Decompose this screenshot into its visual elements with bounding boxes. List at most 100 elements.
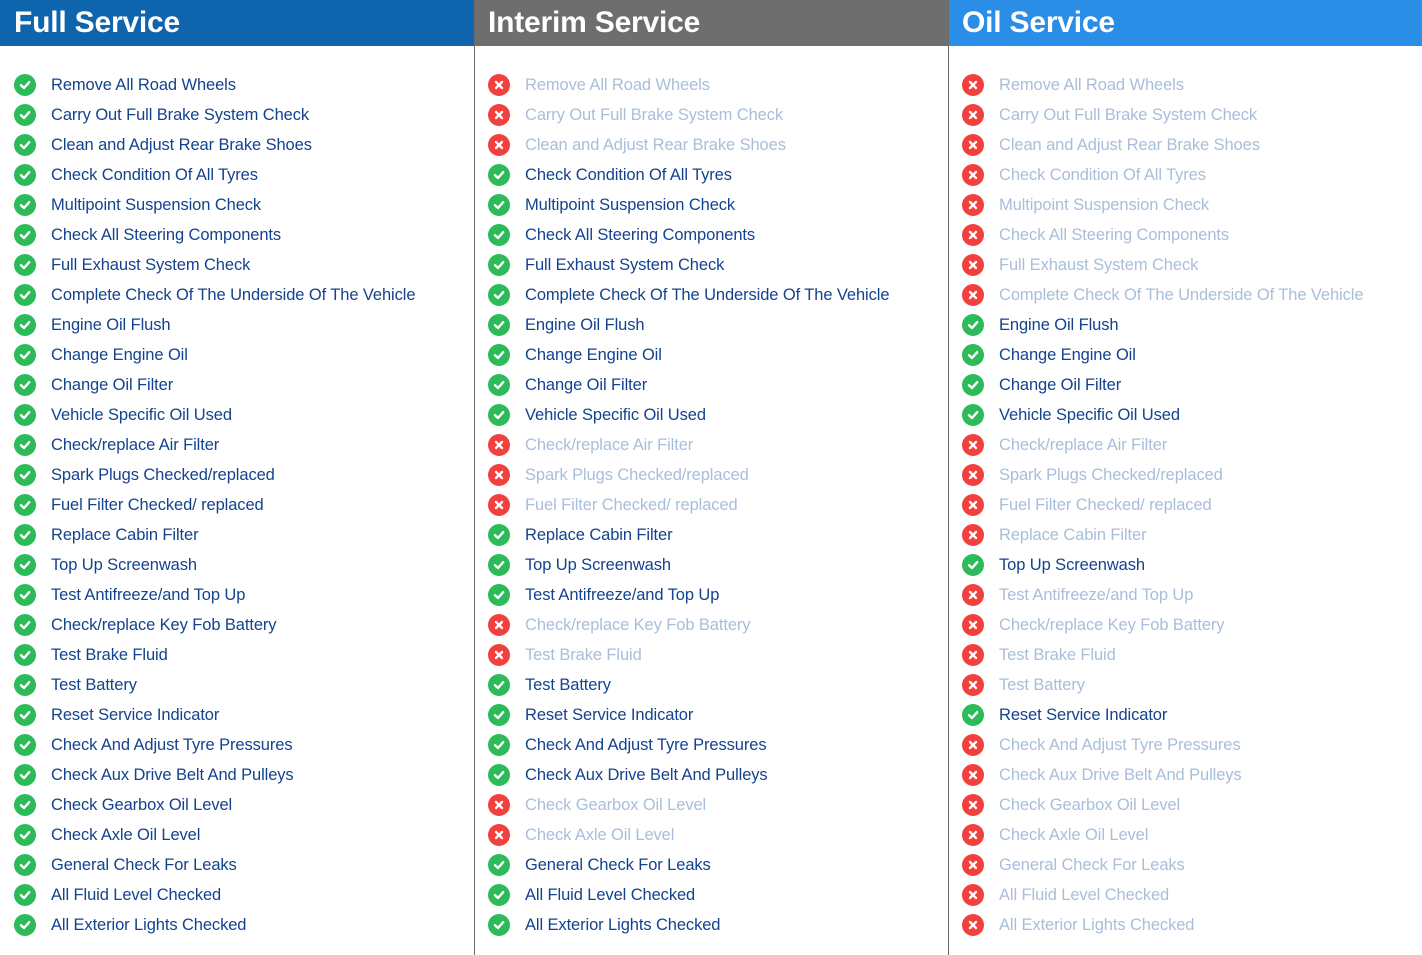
service-item-label: Clean and Adjust Rear Brake Shoes (51, 135, 312, 154)
service-item-label: Carry Out Full Brake System Check (999, 105, 1258, 124)
service-item: Check/replace Air Filter (949, 430, 1422, 460)
service-item-label: Check And Adjust Tyre Pressures (999, 735, 1241, 754)
x-circle-icon (962, 464, 984, 486)
service-item: Top Up Screenwash (949, 550, 1422, 580)
service-item: Check And Adjust Tyre Pressures (949, 730, 1422, 760)
check-circle-icon (14, 494, 36, 516)
service-item: Multipoint Suspension Check (0, 190, 474, 220)
x-circle-icon (962, 524, 984, 546)
service-item: Replace Cabin Filter (475, 520, 948, 550)
service-item: All Fluid Level Checked (949, 880, 1422, 910)
service-item: Complete Check Of The Underside Of The V… (475, 280, 948, 310)
service-item: Reset Service Indicator (0, 700, 474, 730)
service-item-label: Complete Check Of The Underside Of The V… (525, 285, 890, 304)
service-item-label: Clean and Adjust Rear Brake Shoes (999, 135, 1260, 154)
check-circle-icon (14, 854, 36, 876)
service-item-label: Fuel Filter Checked/ replaced (525, 495, 738, 514)
service-item-label: Carry Out Full Brake System Check (525, 105, 784, 124)
service-item-label: Remove All Road Wheels (999, 75, 1184, 94)
check-circle-icon (488, 344, 510, 366)
service-item-label: Check Condition Of All Tyres (51, 165, 258, 184)
check-circle-icon (14, 404, 36, 426)
service-item-label: Reset Service Indicator (525, 705, 694, 724)
service-item: Check All Steering Components (949, 220, 1422, 250)
service-item-label: Test Battery (525, 675, 611, 694)
service-item-label: Test Antifreeze/and Top Up (51, 585, 246, 604)
service-item: Test Antifreeze/and Top Up (0, 580, 474, 610)
service-item: Spark Plugs Checked/replaced (0, 460, 474, 490)
service-item-label: Fuel Filter Checked/ replaced (999, 495, 1212, 514)
service-item-label: Test Brake Fluid (51, 645, 168, 664)
x-circle-icon (962, 164, 984, 186)
service-item-label: Test Battery (999, 675, 1085, 694)
service-item-label: Check Gearbox Oil Level (51, 795, 233, 814)
service-item-label: Clean and Adjust Rear Brake Shoes (525, 135, 786, 154)
x-circle-icon (962, 674, 984, 696)
service-item-label: All Fluid Level Checked (525, 885, 696, 904)
column-header-interim-service: Interim Service (475, 0, 948, 46)
service-item: Multipoint Suspension Check (949, 190, 1422, 220)
x-circle-icon (488, 104, 510, 126)
service-item-label: Remove All Road Wheels (51, 75, 236, 94)
service-item-list: Remove All Road Wheels Carry Out Full Bra… (475, 70, 948, 940)
service-item: Vehicle Specific Oil Used (0, 400, 474, 430)
service-item: Vehicle Specific Oil Used (475, 400, 948, 430)
check-circle-icon (14, 194, 36, 216)
x-circle-icon (962, 764, 984, 786)
x-circle-icon (488, 434, 510, 456)
service-item-label: Top Up Screenwash (999, 555, 1145, 574)
service-item: Check Gearbox Oil Level (475, 790, 948, 820)
check-circle-icon (14, 884, 36, 906)
check-circle-icon (14, 554, 36, 576)
service-item: Check/replace Key Fob Battery (949, 610, 1422, 640)
service-item-label: Check All Steering Components (999, 225, 1230, 244)
service-item-label: All Exterior Lights Checked (525, 915, 721, 934)
service-item-label: Change Oil Filter (525, 375, 648, 394)
service-item-label: Top Up Screenwash (525, 555, 671, 574)
service-item-label: Check Aux Drive Belt And Pulleys (999, 765, 1242, 784)
column-header-oil-service: Oil Service (949, 0, 1422, 46)
service-item: Fuel Filter Checked/ replaced (0, 490, 474, 520)
service-item-label: Complete Check Of The Underside Of The V… (51, 285, 416, 304)
check-circle-icon (14, 704, 36, 726)
service-item: Fuel Filter Checked/ replaced (949, 490, 1422, 520)
service-item: Test Brake Fluid (475, 640, 948, 670)
check-circle-icon (962, 344, 984, 366)
service-item: Test Brake Fluid (949, 640, 1422, 670)
column-interim-service: Interim Service Remove All Road Wheels Ca… (474, 0, 948, 955)
service-item-label: All Exterior Lights Checked (999, 915, 1195, 934)
service-item-label: Check All Steering Components (51, 225, 282, 244)
service-item: Test Brake Fluid (0, 640, 474, 670)
service-item: Test Battery (949, 670, 1422, 700)
service-item-label: Full Exhaust System Check (999, 255, 1199, 274)
x-circle-icon (488, 494, 510, 516)
x-circle-icon (488, 134, 510, 156)
service-item: Check/replace Air Filter (0, 430, 474, 460)
service-item: Check Aux Drive Belt And Pulleys (0, 760, 474, 790)
service-item: Check Gearbox Oil Level (949, 790, 1422, 820)
service-item: Check All Steering Components (0, 220, 474, 250)
check-circle-icon (488, 734, 510, 756)
service-item-label: Full Exhaust System Check (525, 255, 725, 274)
service-item: Check/replace Key Fob Battery (0, 610, 474, 640)
service-item: All Exterior Lights Checked (949, 910, 1422, 940)
service-item: Full Exhaust System Check (0, 250, 474, 280)
service-item-label: Multipoint Suspension Check (525, 195, 736, 214)
x-circle-icon (962, 434, 984, 456)
service-item-label: Complete Check Of The Underside Of The V… (999, 285, 1364, 304)
check-circle-icon (488, 374, 510, 396)
check-circle-icon (14, 254, 36, 276)
service-item-label: Fuel Filter Checked/ replaced (51, 495, 264, 514)
service-item: Change Oil Filter (0, 370, 474, 400)
x-circle-icon (962, 194, 984, 216)
check-circle-icon (488, 854, 510, 876)
service-item-label: Engine Oil Flush (999, 315, 1119, 334)
service-item: Check Condition Of All Tyres (475, 160, 948, 190)
service-item-label: Top Up Screenwash (51, 555, 197, 574)
service-item: Complete Check Of The Underside Of The V… (949, 280, 1422, 310)
service-item-label: Test Battery (51, 675, 137, 694)
check-circle-icon (488, 764, 510, 786)
check-circle-icon (488, 524, 510, 546)
check-circle-icon (14, 584, 36, 606)
x-circle-icon (488, 74, 510, 96)
